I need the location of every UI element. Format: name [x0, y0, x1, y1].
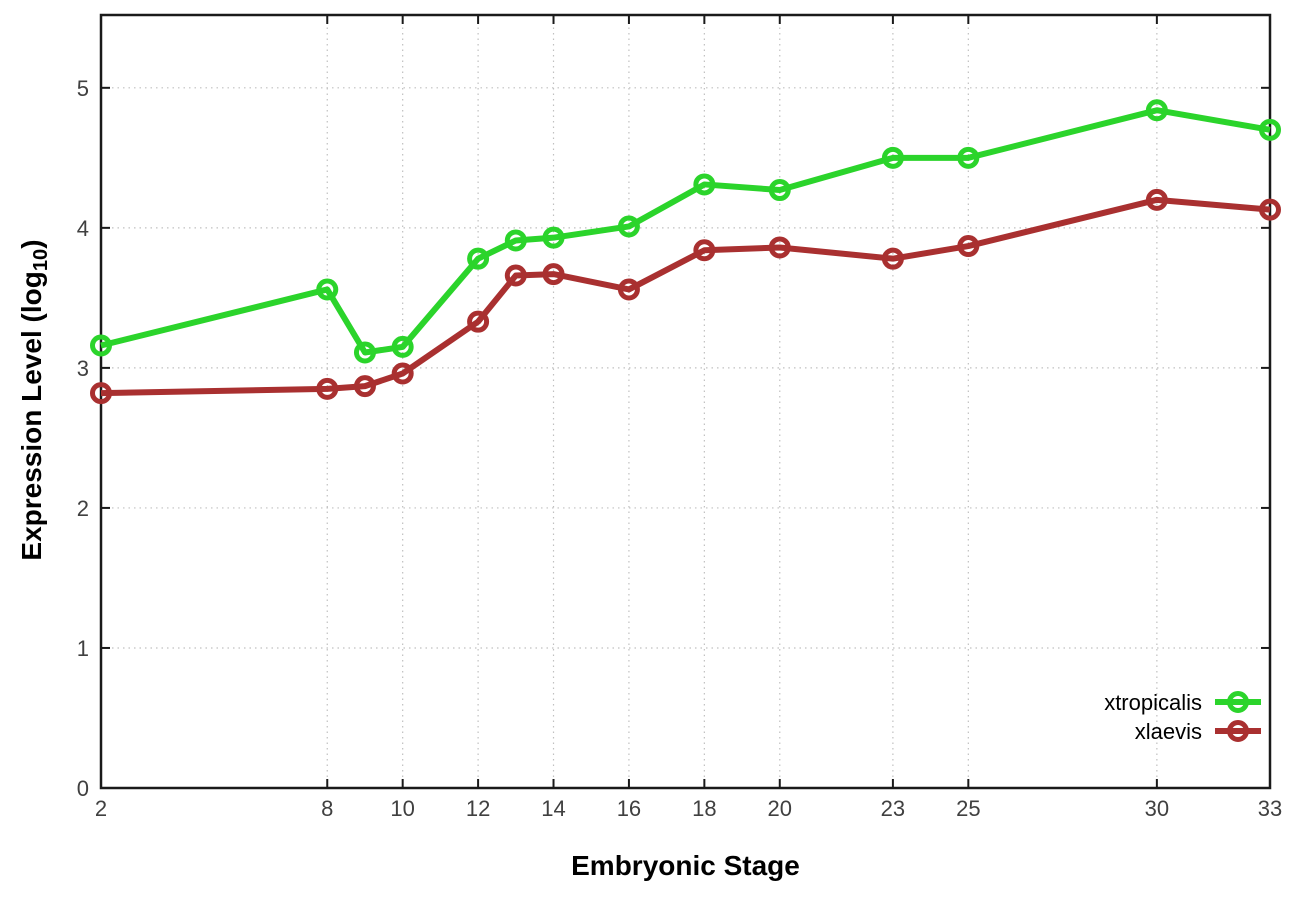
legend-label-xlaevis: xlaevis — [1135, 719, 1202, 744]
plot-border — [99, 13, 1272, 790]
data-point-xlaevis — [90, 382, 112, 405]
data-point-xtropicalis — [957, 146, 980, 169]
legend-entry-xtropicalis: xtropicalis — [1104, 690, 1261, 715]
y-tick-label: 1 — [77, 636, 89, 661]
data-point-xlaevis — [957, 235, 980, 258]
x-tick-label: 10 — [390, 796, 414, 821]
legend-marker-xtropicalis — [1227, 691, 1249, 713]
series-xlaevis — [90, 188, 1281, 405]
x-tick-label: 18 — [692, 796, 716, 821]
data-point-xlaevis — [504, 264, 527, 287]
legend-label-xtropicalis: xtropicalis — [1104, 690, 1202, 715]
data-point-xtropicalis — [504, 229, 527, 252]
data-point-xlaevis — [391, 362, 414, 385]
data-point-xlaevis — [693, 239, 716, 262]
x-tick-label: 14 — [541, 796, 565, 821]
x-tick-label: 23 — [881, 796, 905, 821]
data-point-xtropicalis — [881, 146, 904, 169]
data-point-xlaevis — [617, 278, 640, 301]
x-tick-label: 16 — [617, 796, 641, 821]
y-axis-title: Expression Level (log10) — [16, 239, 52, 561]
data-point-xtropicalis — [542, 226, 565, 249]
series-line-xlaevis — [100, 196, 1271, 397]
y-axis-title-suffix: ) — [16, 239, 47, 249]
y-axis-title-subscript: 10 — [29, 248, 52, 272]
legend: xtropicalis xlaevis — [1104, 690, 1261, 744]
data-point-xtropicalis — [316, 278, 339, 301]
series-xtropicalis — [90, 99, 1281, 364]
legend-entry-xlaevis: xlaevis — [1135, 719, 1261, 744]
data-point-xtropicalis — [617, 215, 640, 238]
y-tick-label: 3 — [77, 356, 89, 381]
x-tick-label: 30 — [1145, 796, 1169, 821]
data-point-xtropicalis — [467, 247, 490, 270]
data-point-xtropicalis — [90, 334, 112, 357]
x-tick-label: 12 — [466, 796, 490, 821]
y-tick-label: 0 — [77, 776, 89, 801]
data-point-xtropicalis — [693, 173, 716, 196]
legend-marker-xlaevis — [1227, 720, 1249, 742]
data-point-xtropicalis — [1259, 118, 1281, 141]
y-tick-label: 5 — [77, 76, 89, 101]
data-point-xlaevis — [353, 375, 376, 398]
data-point-xtropicalis — [391, 335, 414, 358]
series-line-xtropicalis — [100, 107, 1271, 356]
data-point-xlaevis — [1259, 198, 1281, 221]
y-tick-label: 2 — [77, 496, 89, 521]
x-tick-label: 8 — [321, 796, 333, 821]
x-tick-label: 25 — [956, 796, 980, 821]
data-point-xlaevis — [768, 236, 791, 259]
data-point-xtropicalis — [1145, 99, 1168, 122]
data-point-xlaevis — [1145, 188, 1168, 211]
x-tick-label: 20 — [768, 796, 792, 821]
y-axis-title-prefix: Expression Level (log — [16, 271, 47, 561]
x-tick-label: 2 — [95, 796, 107, 821]
data-point-xlaevis — [316, 377, 339, 400]
tick-marks — [100, 15, 1271, 789]
x-axis-title: Embryonic Stage — [571, 850, 800, 881]
gridlines — [100, 15, 1271, 789]
data-point-xlaevis — [881, 247, 904, 270]
data-point-xtropicalis — [768, 179, 791, 202]
data-point-xlaevis — [467, 310, 490, 333]
x-tick-label: 33 — [1258, 796, 1282, 821]
y-tick-label: 4 — [77, 216, 89, 241]
data-point-xlaevis — [542, 263, 565, 286]
data-point-xtropicalis — [353, 341, 376, 364]
